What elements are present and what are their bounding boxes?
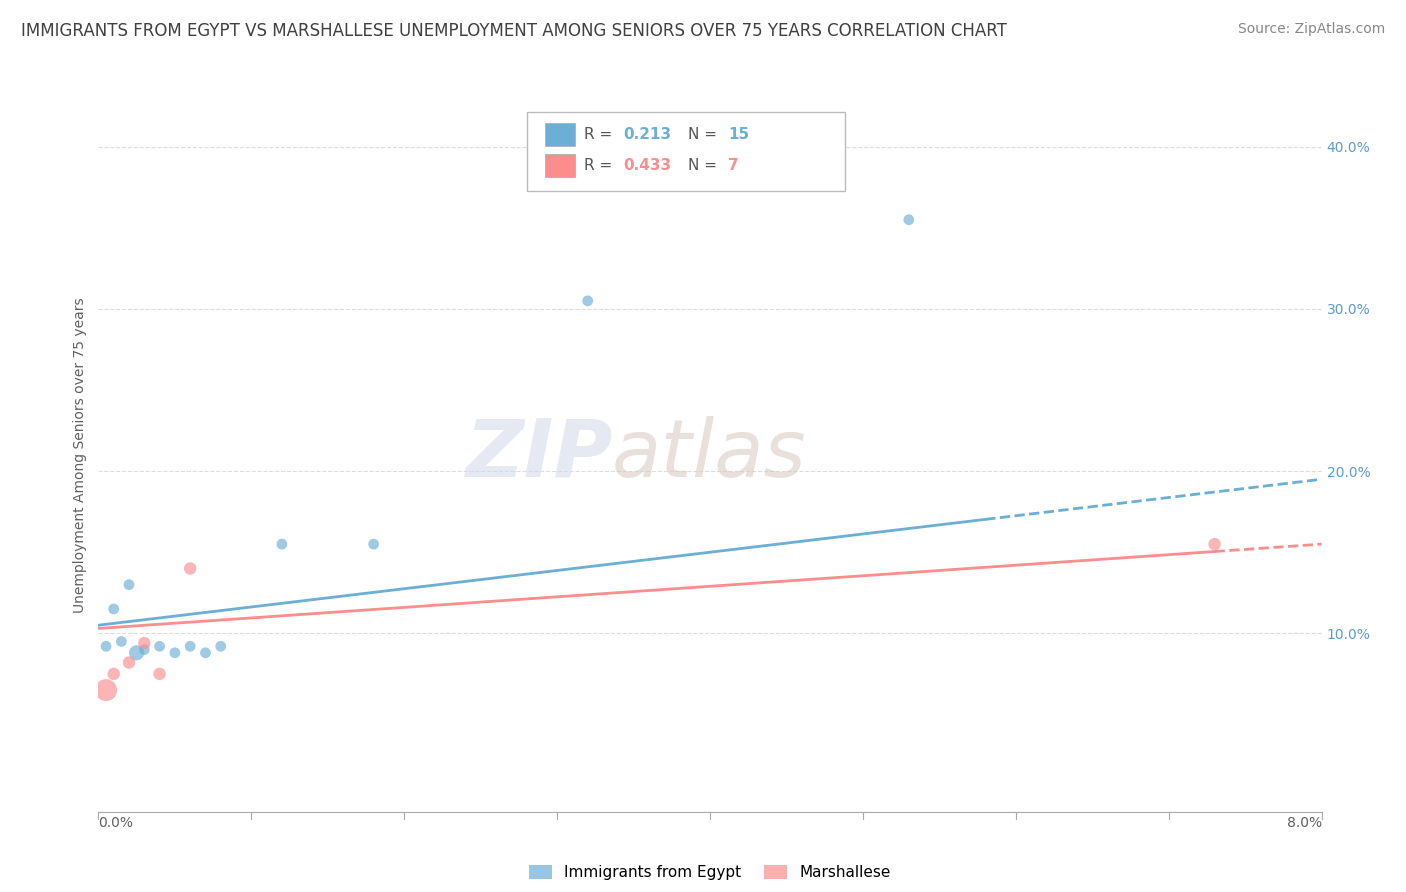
Point [149,666,172,681]
Y-axis label: Unemployment Among Seniors over 75 years: Unemployment Among Seniors over 75 years [73,297,87,613]
Text: 7: 7 [728,158,740,173]
Text: 0.213: 0.213 [623,127,671,142]
Point [134,642,156,657]
Text: IMMIGRANTS FROM EGYPT VS MARSHALLESE UNEMPLOYMENT AMONG SENIORS OVER 75 YEARS CO: IMMIGRANTS FROM EGYPT VS MARSHALLESE UNE… [21,22,1007,40]
Point [194,646,217,660]
Point [179,640,201,654]
Text: 8.0%: 8.0% [1286,816,1322,830]
Point [94,640,117,654]
Point [209,640,232,654]
Text: R =: R = [583,158,617,173]
Bar [546,123,575,146]
Text: Source: ZipAtlas.com: Source: ZipAtlas.com [1237,22,1385,37]
Point [103,666,125,681]
Text: R =: R = [583,127,617,142]
Point [149,640,172,654]
Text: N =: N = [688,127,721,142]
Legend: Immigrants from Egypt, Marshallese: Immigrants from Egypt, Marshallese [523,859,897,886]
Point [118,656,141,670]
FancyBboxPatch shape [526,112,845,191]
Point [94,683,117,698]
Text: 15: 15 [728,127,749,142]
Point [163,646,186,660]
Point [576,293,599,308]
Bar [546,153,575,177]
Text: ZIP: ZIP [465,416,612,494]
Point [270,537,294,551]
Point [103,602,125,616]
Point [125,646,148,660]
Text: 0.0%: 0.0% [98,816,134,830]
Text: atlas: atlas [612,416,807,494]
Point [179,561,201,575]
Point [1204,537,1226,551]
Point [897,212,920,227]
Point [363,537,385,551]
Point [118,577,141,591]
Text: 0.433: 0.433 [623,158,671,173]
Text: N =: N = [688,158,721,173]
Point [134,636,156,650]
Point [110,634,132,648]
